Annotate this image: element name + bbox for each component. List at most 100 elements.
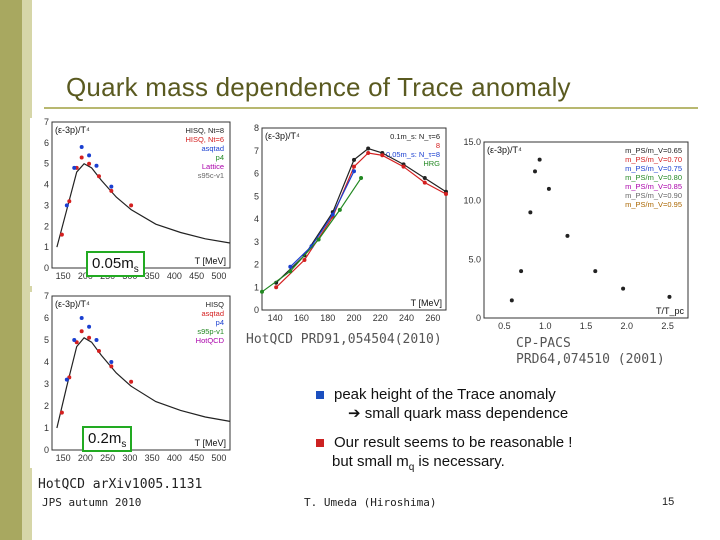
chart-hotqcd-bottom-svg: 150 200 250 300 350 400 450 500 0 1 2 3 4 5 6 7 (ε-3p)/T…: [44, 291, 231, 463]
data-point: [288, 269, 293, 274]
data-point: [509, 298, 514, 303]
legend-entry: asqtad: [201, 144, 224, 153]
x-tick-label: 200: [78, 453, 93, 463]
y-axis-label: (ε-3p)/T⁴: [55, 299, 90, 309]
x-axis-label: T [MeV]: [195, 438, 226, 448]
data-point: [109, 184, 114, 189]
mass-box-02-text: 0.2m: [88, 430, 122, 447]
legend-entry: Lattice: [202, 162, 224, 171]
data-point: [352, 164, 356, 169]
y-tick-label: 2: [44, 221, 49, 231]
x-tick-label: 400: [167, 271, 182, 281]
y-tick-label: 4: [44, 357, 49, 367]
y-tick-label: 6: [44, 313, 49, 323]
series-line: [261, 177, 362, 293]
x-tick-label: 0.5: [498, 321, 511, 331]
chart-hotqcd-prd-svg: 140 160 180 200 220 240 260 0 1 2 3 4 5 6 7 8 (ε-3p)/T⁴ T…: [254, 123, 448, 323]
y-tick-label: 1: [44, 242, 49, 252]
data-point: [422, 180, 427, 185]
x-tick-label: 1.5: [580, 321, 593, 331]
data-point: [79, 145, 84, 150]
y-tick-label: 0: [254, 305, 259, 315]
plot-frame: [51, 295, 231, 451]
x-tick-label: 250: [100, 453, 115, 463]
y-tick-label: 0: [44, 263, 49, 273]
series-line: [56, 162, 231, 248]
cite-hotqcd-prd: HotQCD PRD91,054504(2010): [246, 332, 442, 347]
y-axis-label: (ε-3p)/T⁴: [55, 125, 90, 135]
data-point: [109, 364, 114, 369]
legend-entry: m_PS/m_V=0.75: [625, 164, 682, 173]
data-point: [667, 294, 672, 299]
y-tick-label: 4: [44, 180, 49, 190]
data-point: [79, 329, 84, 334]
data-point: [330, 212, 335, 217]
data-point: [59, 232, 64, 237]
x-tick-label: 240: [399, 313, 414, 323]
data-point: [316, 237, 321, 242]
y-tick-label: 2: [44, 401, 49, 411]
data-point: [109, 360, 114, 364]
legend-entry: HISQ, Nt=8: [185, 126, 224, 135]
data-point: [309, 244, 314, 249]
x-tick-label: 400: [167, 453, 182, 463]
data-point: [519, 269, 524, 274]
x-tick-label: 350: [145, 453, 160, 463]
legend-entry: m_PS/m_V=0.70: [625, 155, 682, 164]
bullet-2-line2-pre: but small m: [332, 453, 409, 470]
x-tick-label: 2.5: [661, 321, 674, 331]
footer-left: JPS autumn 2010: [42, 496, 142, 509]
legend-entry: m_PS/m_V=0.90: [625, 191, 682, 200]
data-point: [401, 164, 406, 169]
data-point: [366, 146, 371, 151]
y-tick-label: 3: [44, 200, 49, 210]
slide-sidebar-bar: [0, 0, 22, 540]
legend-entry: m_PS/m_V=0.85: [625, 182, 682, 191]
y-tick-label: 6: [254, 169, 259, 179]
y-tick-label: 4: [254, 214, 259, 224]
cite-cppacs-2: PRD64,074510 (2001): [516, 352, 665, 367]
y-tick-label: 15.0: [463, 137, 481, 147]
x-tick-label: 180: [320, 313, 335, 323]
data-point: [274, 285, 279, 290]
x-axis-label: T/T_pc: [656, 306, 685, 316]
data-point: [444, 191, 448, 196]
y-tick-label: 2: [254, 260, 259, 270]
data-point: [537, 157, 542, 162]
data-point: [72, 338, 77, 342]
mass-box-005: 0.05ms: [86, 251, 145, 277]
data-point: [94, 163, 99, 168]
bullet-2-line1: Our result seems to be reasonable !: [334, 434, 573, 451]
chart-cppacs: 0.5 1.0 1.5 2.0 2.5 0 5.0 10.0 15.0 (ε-3p)/T⁴ T/T_…: [454, 136, 694, 336]
x-axis-label: T [MeV]: [411, 298, 442, 308]
legend-entry: m_PS/m_V=0.65: [625, 146, 682, 155]
legend-entry: 0.05m_s: N_τ=8: [386, 150, 440, 159]
legend-entry: 8: [436, 141, 440, 150]
data-point: [59, 410, 64, 415]
y-tick-label: 5: [254, 191, 259, 201]
plot-frame: [261, 127, 447, 311]
x-tick-label: 200: [346, 313, 361, 323]
data-point: [546, 186, 551, 191]
data-point: [352, 169, 356, 174]
x-tick-label: 220: [373, 313, 388, 323]
data-point: [565, 233, 570, 238]
data-point: [366, 151, 371, 156]
y-tick-label: 0: [44, 445, 49, 455]
series-line: [56, 337, 231, 429]
legend-entry: m_PS/m_V=0.95: [625, 200, 682, 209]
bullet-square-icon: [316, 439, 324, 448]
bullet-1-line1: peak height of the Trace anomaly: [334, 386, 556, 403]
legend-entry: s95c-v1: [198, 171, 224, 180]
legend-entry: m_PS/m_V=0.80: [625, 173, 682, 182]
mass-box-005-text: 0.05m: [92, 255, 134, 272]
data-point: [422, 176, 427, 181]
bullet-2-line2-post: is necessary.: [414, 453, 505, 470]
y-tick-label: 6: [44, 138, 49, 148]
y-axis-label: (ε-3p)/T⁴: [487, 145, 522, 155]
x-tick-label: 2.0: [621, 321, 634, 331]
data-point: [380, 153, 385, 158]
y-tick-label: 1: [44, 423, 49, 433]
data-point: [129, 203, 134, 208]
legend-entry: HISQ: [206, 300, 225, 309]
